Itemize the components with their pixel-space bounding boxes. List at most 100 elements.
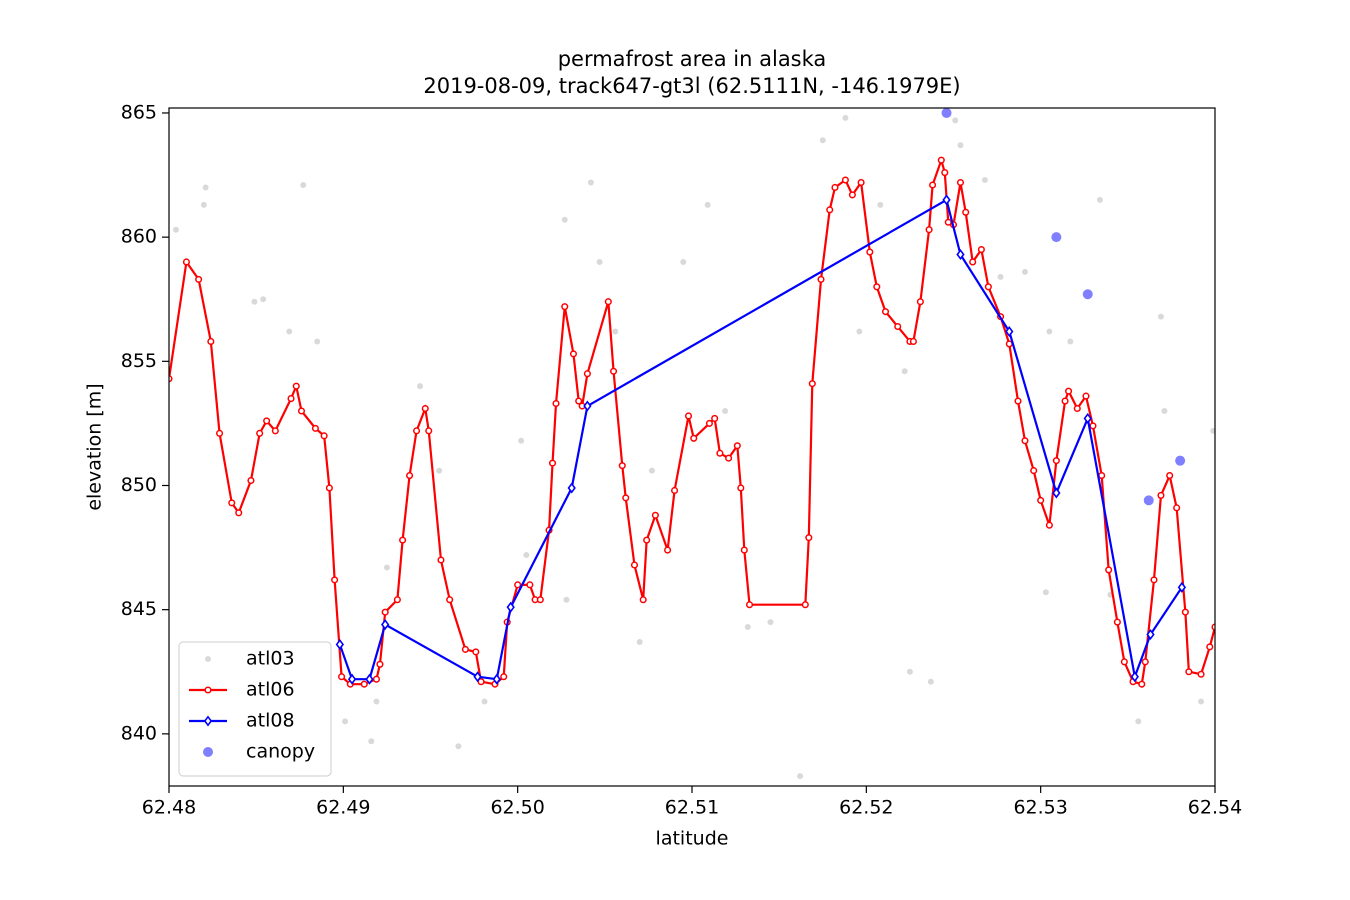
data-point: [523, 552, 530, 559]
circle-marker: [263, 417, 271, 425]
data-point: [260, 296, 267, 303]
circle-marker: [618, 462, 626, 470]
data-point: [455, 743, 462, 750]
circle-marker: [1065, 387, 1073, 395]
circle-marker: [801, 601, 809, 609]
circle-marker: [1073, 404, 1081, 413]
circle-marker: [630, 561, 639, 569]
data-point: [417, 383, 424, 390]
data-point: [1051, 232, 1062, 243]
circle-marker: [639, 596, 647, 604]
circle-marker: [1105, 566, 1113, 574]
circle-marker: [1014, 397, 1022, 405]
diamond-marker: [583, 400, 592, 412]
legend: atl03 atl06 atl08 canopy: [178, 641, 332, 777]
circle-marker: [808, 380, 816, 388]
circle-marker: [745, 601, 754, 609]
circle-marker: [1052, 457, 1060, 465]
circle-marker: [235, 509, 243, 517]
circle-marker: [514, 581, 522, 589]
circle-marker: [360, 680, 368, 688]
data-point: [373, 698, 380, 705]
circle-marker: [1206, 643, 1214, 651]
circle-marker: [1150, 576, 1158, 584]
circle-marker: [393, 596, 401, 604]
circle-marker: [1061, 397, 1069, 405]
data-point: [877, 201, 884, 208]
diamond-marker: [1177, 581, 1187, 593]
data-point: [636, 638, 643, 645]
diamond-marker: [347, 673, 357, 685]
circle-marker: [372, 675, 381, 683]
diamond-marker: [567, 482, 576, 494]
data-point: [383, 564, 390, 571]
data-point: [300, 181, 307, 188]
circle-marker: [207, 337, 215, 346]
diamond-marker: [473, 671, 482, 683]
x-tick-label: 62.52: [839, 797, 893, 819]
circle-marker: [552, 399, 560, 408]
circle-marker: [1141, 658, 1149, 666]
circle-marker: [929, 181, 937, 189]
data-point: [856, 328, 863, 335]
circle-marker: [1082, 392, 1090, 400]
diamond-marker: [492, 673, 501, 685]
circle-marker: [977, 246, 985, 254]
circle-marker: [831, 183, 839, 192]
x-tick-label: 62.49: [316, 797, 370, 819]
circle-marker: [1181, 608, 1189, 616]
circle-marker: [1120, 658, 1128, 666]
circle-marker: [228, 499, 236, 507]
data-point: [997, 273, 1004, 280]
x-axis-label: latitude: [656, 828, 729, 850]
circle-marker: [500, 673, 508, 681]
diamond-marker: [506, 601, 515, 613]
y-tick-label: 855: [121, 350, 157, 372]
circle-marker: [622, 494, 630, 502]
data-point: [680, 258, 687, 265]
legend-label: atl06: [246, 679, 295, 701]
circle-marker: [376, 660, 384, 668]
circle-marker: [271, 427, 279, 435]
circle-marker: [873, 283, 881, 291]
data-point: [1161, 407, 1168, 414]
diamond-marker: [1083, 412, 1092, 424]
circle-marker: [461, 645, 469, 653]
circle-marker: [472, 648, 480, 656]
circle-marker: [1098, 472, 1106, 480]
data-point: [722, 407, 729, 414]
circle-marker: [941, 169, 949, 177]
circle-marker: [826, 206, 834, 214]
data-point: [1082, 289, 1093, 300]
circle-marker: [1166, 472, 1174, 480]
data-point: [587, 179, 594, 186]
data-point: [704, 201, 711, 208]
circle-marker: [725, 454, 733, 462]
circle-marker: [399, 536, 407, 544]
circle-marker: [894, 322, 902, 331]
circle-marker: [561, 303, 569, 311]
data-point: [481, 698, 488, 705]
data-point: [1067, 338, 1074, 345]
data-point: [368, 738, 375, 745]
circle-marker: [817, 275, 825, 283]
diamond-marker: [942, 194, 951, 206]
circle-marker: [984, 283, 992, 291]
diamond-marker: [365, 673, 374, 685]
circle-marker: [805, 534, 813, 542]
circle-marker: [325, 484, 333, 492]
circle-marker: [169, 375, 173, 383]
circle-marker: [575, 397, 583, 405]
y-tick-label: 845: [121, 598, 157, 620]
data-point: [1042, 589, 1049, 596]
data-point: [1143, 495, 1154, 506]
circle-marker: [536, 596, 544, 604]
circle-marker: [866, 248, 874, 256]
circle-marker: [548, 459, 557, 467]
y-tick-label: 865: [121, 101, 157, 123]
plot-area: [169, 108, 1215, 780]
data-point: [819, 137, 826, 144]
circle-marker: [437, 556, 445, 564]
circle-marker: [711, 414, 719, 422]
